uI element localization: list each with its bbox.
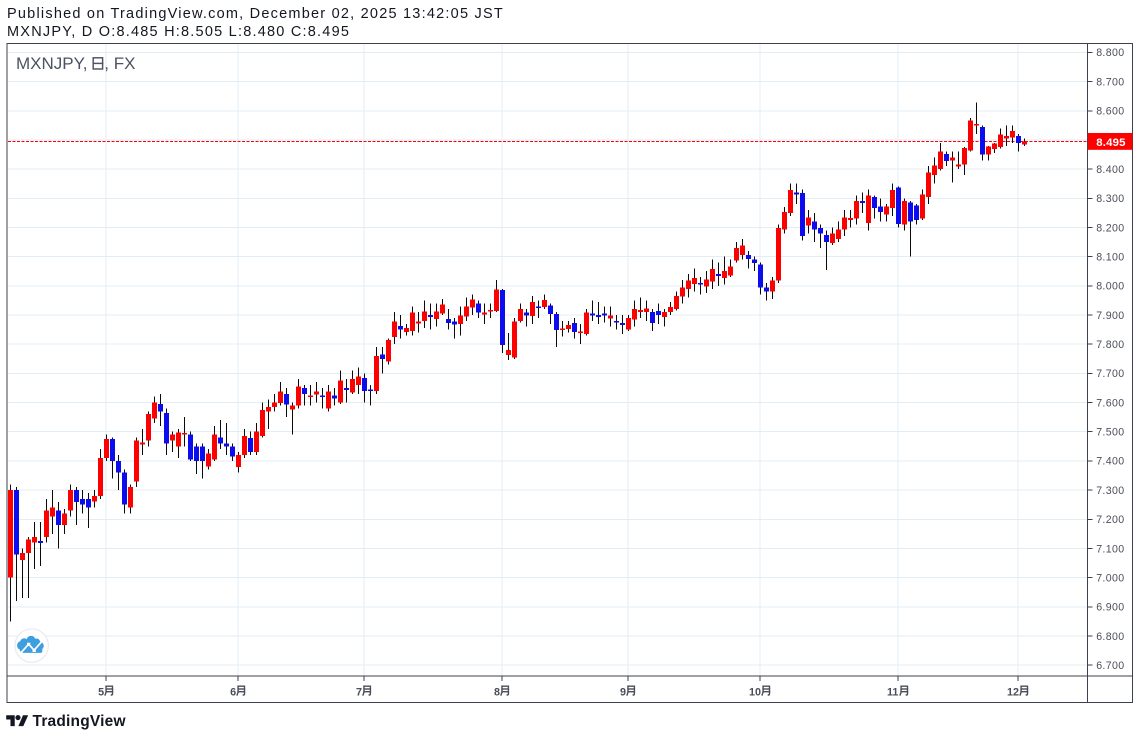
svg-text:, FX: , FX — [104, 54, 135, 73]
svg-text:10: 10 — [749, 686, 761, 698]
svg-text:7.600: 7.600 — [1096, 397, 1124, 409]
svg-text:7.300: 7.300 — [1096, 485, 1124, 497]
svg-text:7.800: 7.800 — [1096, 339, 1124, 351]
svg-text:8.600: 8.600 — [1096, 106, 1124, 118]
svg-text:8.300: 8.300 — [1096, 193, 1124, 205]
svg-text:8.495: 8.495 — [1096, 137, 1126, 149]
svg-text:8.400: 8.400 — [1096, 164, 1124, 176]
svg-text:MXNJPY,: MXNJPY, — [16, 54, 88, 73]
svg-text:7.700: 7.700 — [1096, 368, 1124, 380]
svg-text:7.400: 7.400 — [1096, 456, 1124, 468]
svg-text:8.100: 8.100 — [1096, 252, 1124, 264]
svg-text:5: 5 — [98, 686, 104, 698]
svg-text:8.700: 8.700 — [1096, 76, 1124, 88]
svg-text:7.500: 7.500 — [1096, 427, 1124, 439]
svg-text:7.000: 7.000 — [1096, 572, 1124, 584]
svg-text:6.900: 6.900 — [1096, 602, 1124, 614]
svg-text:TradingView: TradingView — [33, 713, 127, 730]
svg-text:8: 8 — [494, 686, 500, 698]
svg-text:6: 6 — [230, 686, 236, 698]
svg-text:11: 11 — [887, 686, 898, 698]
svg-text:7.900: 7.900 — [1096, 310, 1124, 322]
svg-text:7: 7 — [356, 686, 362, 698]
svg-text:6.700: 6.700 — [1096, 660, 1124, 672]
svg-text:12: 12 — [1007, 686, 1019, 698]
svg-text:8.000: 8.000 — [1096, 281, 1124, 293]
svg-text:7.100: 7.100 — [1096, 543, 1124, 555]
svg-text:8.800: 8.800 — [1096, 47, 1124, 59]
svg-text:6.800: 6.800 — [1096, 631, 1124, 643]
svg-text:9: 9 — [620, 686, 626, 698]
svg-text:8.200: 8.200 — [1096, 222, 1124, 234]
svg-text:7.200: 7.200 — [1096, 514, 1124, 526]
